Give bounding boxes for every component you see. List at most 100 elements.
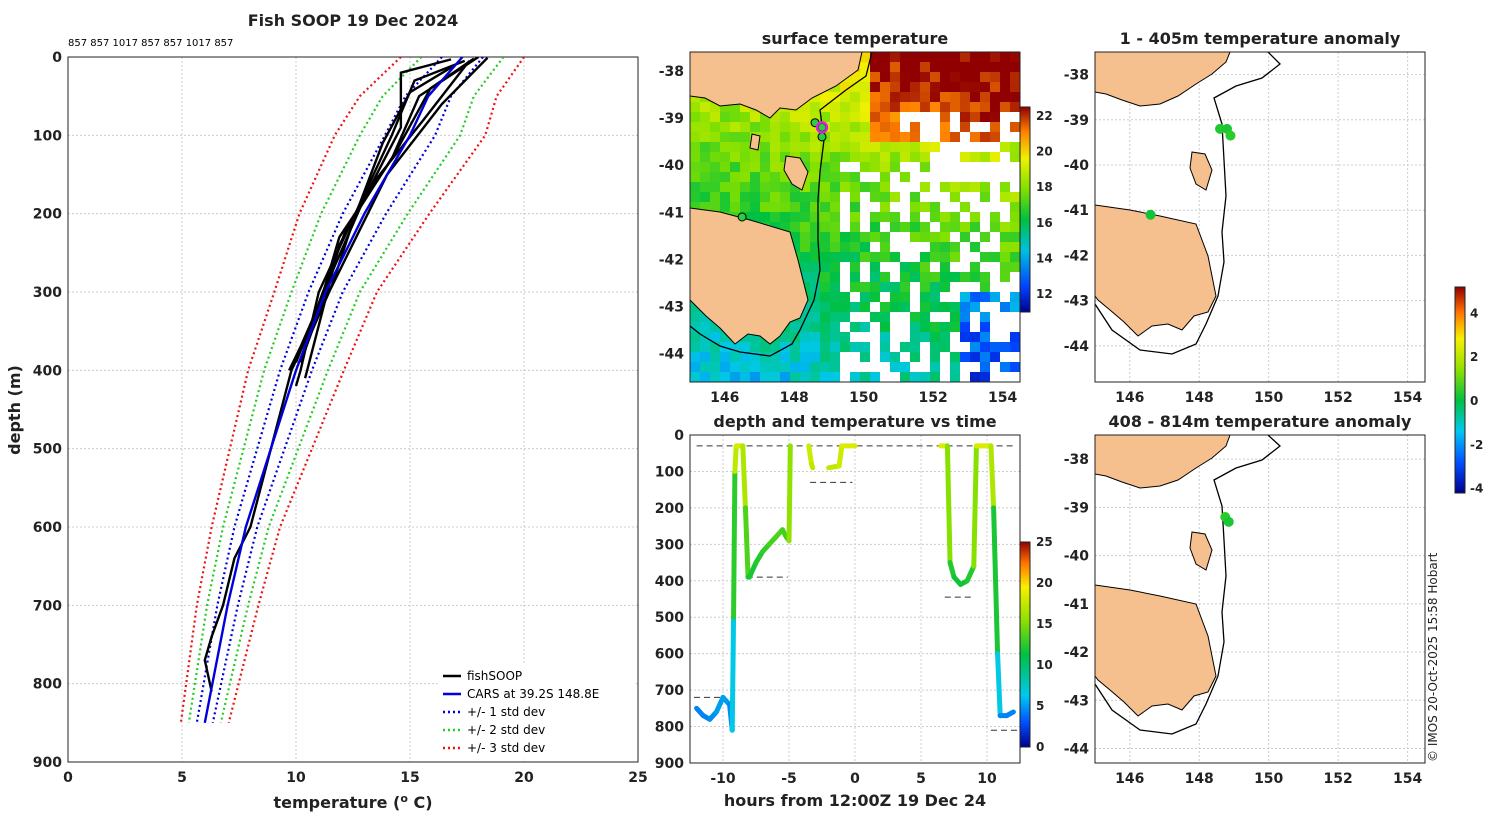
sst-cell — [810, 272, 820, 282]
sst-cell — [880, 202, 890, 212]
sst-cell — [700, 352, 710, 362]
sst-cell — [710, 342, 720, 352]
sst-cell — [880, 242, 890, 252]
sst-cell — [690, 102, 700, 112]
anomaly-upper-x-tick-label: 148 — [1185, 390, 1214, 406]
profile-y-tick-label: 600 — [33, 520, 62, 536]
sst-cell — [910, 332, 920, 342]
timeseries-colorbar-tick-label: 20 — [1036, 576, 1053, 590]
timeseries-y-tick-label: 600 — [655, 647, 684, 663]
sst-cell — [800, 242, 810, 252]
sst-cell — [970, 262, 980, 272]
timeseries-colorbar-tick-label: 15 — [1036, 617, 1053, 631]
legend-label: +/- 1 std dev — [467, 705, 545, 719]
sst-cell — [970, 332, 980, 342]
sst-cell — [750, 332, 760, 342]
sst-cell — [880, 112, 890, 122]
sst-cell — [990, 132, 1000, 142]
sst-cell — [890, 152, 900, 162]
sst-cell — [840, 242, 850, 252]
sst-cell — [870, 282, 880, 292]
sst-cell — [850, 262, 860, 272]
sst-cell — [710, 152, 720, 162]
timeseries-colorbar-tick-label: 25 — [1036, 535, 1053, 549]
sst-cell — [730, 372, 740, 382]
anomaly-lower-y-tick-label: -44 — [1064, 742, 1090, 758]
sst-cell — [770, 192, 780, 202]
sst-cell — [940, 332, 950, 342]
sst-cell — [920, 142, 930, 152]
sst-cell — [860, 142, 870, 152]
sst-cell — [780, 152, 790, 162]
sst-cell — [940, 282, 950, 292]
sst-cell — [730, 342, 740, 352]
sst-cell — [910, 262, 920, 272]
sst-cell — [720, 112, 730, 122]
sst-cell — [930, 72, 940, 82]
sst-cell — [720, 332, 730, 342]
sst-cell — [870, 162, 880, 172]
sst-cell — [1010, 302, 1020, 312]
sst-cell — [860, 352, 870, 362]
timeseries-track-segment — [964, 563, 977, 584]
sst-cell — [950, 252, 960, 262]
sst-cell — [710, 372, 720, 382]
sst-cell — [840, 252, 850, 262]
sst-colorbar-tick-label: 20 — [1036, 145, 1053, 159]
sst-cell — [1010, 192, 1020, 202]
timeseries-y-tick-label: 0 — [674, 428, 684, 444]
sst-cell — [830, 152, 840, 162]
sst-cell — [820, 222, 830, 232]
sst-cell — [990, 82, 1000, 92]
sst-cell — [840, 122, 850, 132]
sst-cell — [800, 342, 810, 352]
sst-cell — [880, 132, 890, 142]
sst-cell — [780, 222, 790, 232]
sst-cell — [710, 192, 720, 202]
sst-cell — [980, 82, 990, 92]
sst-cell — [880, 142, 890, 152]
profile-cars-line — [203, 57, 464, 724]
sst-cell — [1010, 82, 1020, 92]
sst-cell — [860, 322, 870, 332]
sst-cell — [910, 322, 920, 332]
sst-cell — [870, 312, 880, 322]
sst-cell — [770, 172, 780, 182]
timeseries-colorbar-tick-label: 0 — [1036, 740, 1044, 754]
sst-cell — [800, 212, 810, 222]
profile-y-tick-label: 800 — [33, 677, 62, 693]
sst-cell — [820, 352, 830, 362]
profile-x-tick-label: 10 — [286, 770, 306, 786]
timeseries-y-tick-label: 700 — [655, 683, 684, 699]
anomaly-colorbar — [1454, 286, 1466, 494]
sst-cell — [960, 322, 970, 332]
legend-label: +/- 3 std dev — [467, 741, 545, 755]
sst-cell — [810, 362, 820, 372]
profile-fishsoop-line — [303, 60, 471, 379]
sst-cell — [1010, 262, 1020, 272]
sst-cell — [850, 282, 860, 292]
sst-cell — [870, 72, 880, 82]
sst-cell — [920, 182, 930, 192]
sst-cell — [860, 102, 870, 112]
sst-cell — [980, 372, 990, 382]
sst-cell — [870, 112, 880, 122]
sst-cell — [880, 62, 890, 72]
sst-cell — [1010, 342, 1020, 352]
sst-cell — [950, 372, 960, 382]
sst-cell — [890, 82, 900, 92]
sst-cell — [780, 332, 790, 342]
sst-cell — [860, 372, 870, 382]
sst-cell — [730, 102, 740, 112]
sst-cell — [930, 362, 940, 372]
sst-cell — [770, 162, 780, 172]
profile-fishsoop-line — [294, 57, 475, 363]
anomaly-lower-title: 408 - 814m temperature anomaly — [1109, 412, 1412, 431]
legend-box — [437, 663, 635, 759]
sst-cell — [900, 102, 910, 112]
sst-cell — [760, 362, 770, 372]
sst-cell — [860, 152, 870, 162]
sst-cell — [690, 362, 700, 372]
sst-cell — [910, 222, 920, 232]
sst-cell — [760, 172, 770, 182]
